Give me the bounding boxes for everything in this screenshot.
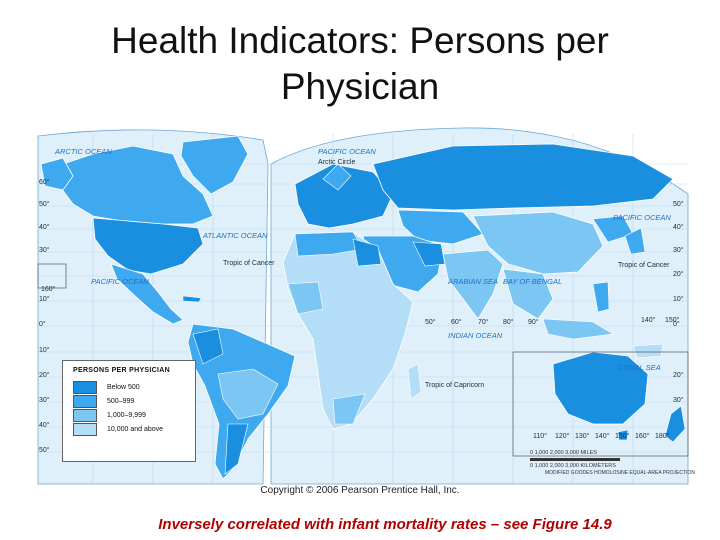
svg-text:0°: 0° — [39, 320, 46, 328]
svg-text:140°: 140° — [641, 316, 656, 324]
southeast-asia — [502, 268, 554, 320]
scale-miles: 0 1,000 2,000 3,000 MILES — [530, 450, 597, 456]
legend-swatch — [73, 380, 97, 394]
legend-swatch — [73, 408, 97, 422]
copyright: Copyright © 2006 Pearson Prentice Hall, … — [260, 485, 460, 496]
greenland — [180, 135, 249, 195]
svg-text:60°: 60° — [451, 318, 462, 326]
legend-item-500-999: 500–999 — [73, 394, 195, 408]
legend-swatch — [73, 394, 97, 408]
usa — [92, 217, 204, 275]
svg-text:30°: 30° — [673, 246, 684, 254]
south-asia — [442, 249, 504, 320]
svg-text:130°: 130° — [575, 432, 590, 440]
europe — [294, 163, 394, 229]
central-asia — [397, 209, 484, 245]
label-arctic-circle: Arctic Circle — [318, 159, 355, 166]
svg-text:20°: 20° — [39, 371, 50, 379]
scale-bar: 0 1,000 2,000 3,000 MILES 0 1,000 2,000 … — [530, 450, 690, 469]
label-arctic-ocean: ARCTIC OCEAN — [54, 147, 112, 156]
latitude-labels-right: 50° 40° 30° 20° 10° 0° 20° 30° — [673, 200, 684, 404]
svg-text:30°: 30° — [39, 246, 50, 254]
longitude-labels: 160° 50° 60° 70° 80° 90° 140° 150° 110° … — [41, 285, 680, 440]
svg-text:120°: 120° — [555, 432, 570, 440]
svg-text:70°: 70° — [478, 318, 489, 326]
label-pacific-ocean-w: PACIFIC OCEAN — [91, 277, 149, 286]
svg-text:80°: 80° — [503, 318, 514, 326]
label-tropic-cancer-w: Tropic of Cancer — [223, 260, 275, 267]
svg-text:50°: 50° — [673, 200, 684, 208]
label-tropic-cancer-e: Tropic of Cancer — [618, 262, 670, 269]
svg-text:30°: 30° — [39, 396, 50, 404]
legend: PERSONS PER PHYSICIAN Below 500 500–999 … — [62, 360, 196, 462]
legend-item-1000-9999: 1,000–9,999 — [73, 408, 195, 422]
svg-text:150°: 150° — [615, 432, 630, 440]
world-map: ARCTIC OCEAN PACIFIC OCEAN Arctic Circle… — [33, 124, 693, 500]
label-indian-ocean: INDIAN OCEAN — [448, 331, 503, 340]
latitude-labels-left: 60° 50° 40° 30° 10° 0° 10° 20° 30° 40° 5… — [39, 178, 50, 454]
svg-text:30°: 30° — [673, 396, 684, 404]
slide-title: Health Indicators: Persons per Physician — [111, 20, 609, 107]
canada — [57, 145, 214, 225]
svg-text:90°: 90° — [528, 318, 539, 326]
label-pacific-ocean-e: PACIFIC OCEAN — [613, 213, 671, 222]
svg-text:60°: 60° — [39, 178, 50, 186]
legend-item-10000-above: 10,000 and above — [73, 422, 195, 436]
label-atlantic-ocean: ATLANTIC OCEAN — [202, 231, 268, 240]
svg-text:180°: 180° — [655, 432, 670, 440]
svg-text:150°: 150° — [665, 316, 680, 324]
svg-text:20°: 20° — [673, 270, 684, 278]
svg-text:0°: 0° — [673, 320, 680, 328]
label-arctic-ocean-2: PACIFIC OCEAN — [318, 147, 376, 156]
svg-text:10°: 10° — [673, 295, 684, 303]
svg-text:110°: 110° — [533, 432, 547, 440]
svg-text:10°: 10° — [39, 346, 50, 354]
legend-title: PERSONS PER PHYSICIAN — [73, 367, 170, 374]
china — [472, 211, 604, 275]
svg-text:40°: 40° — [39, 223, 50, 231]
scale-km: 0 1,000 2,000 3,000 KILOMETERS — [530, 463, 616, 469]
svg-text:20°: 20° — [673, 371, 684, 379]
australia — [552, 351, 649, 425]
label-arabian-sea: ARABIAN SEA — [447, 277, 498, 286]
footnote: Inversely correlated with infant mortali… — [158, 516, 612, 533]
australia-inset-frame — [512, 351, 689, 457]
svg-text:10°: 10° — [39, 295, 50, 303]
label-bay-of-bengal: BAY OF BENGAL — [503, 277, 562, 286]
mexico — [110, 263, 184, 325]
svg-text:50°: 50° — [39, 200, 50, 208]
legend-swatch — [73, 422, 97, 436]
svg-text:50°: 50° — [425, 318, 436, 326]
russia — [372, 143, 674, 211]
label-tropic-capricorn: Tropic of Capricorn — [425, 382, 484, 389]
svg-text:160°: 160° — [635, 432, 650, 440]
svg-text:50°: 50° — [39, 446, 50, 454]
svg-text:40°: 40° — [39, 421, 50, 429]
svg-text:160°: 160° — [41, 285, 56, 293]
legend-item-below-500: Below 500 — [73, 380, 195, 394]
projection-note: MODIFIED GOODES HOMOLOSINE EQUAL-AREA PR… — [544, 470, 695, 476]
alaska — [40, 157, 74, 191]
svg-text:140°: 140° — [595, 432, 610, 440]
svg-text:40°: 40° — [673, 223, 684, 231]
label-coral-sea: CORAL SEA — [618, 363, 661, 372]
